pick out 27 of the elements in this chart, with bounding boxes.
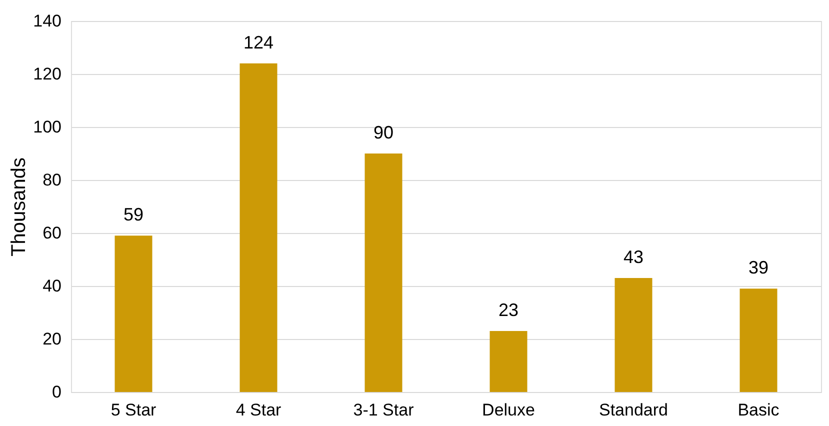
x-tick-label: 3-1 Star	[353, 400, 414, 420]
x-tick-label: Standard	[599, 400, 668, 420]
y-tick-label: 40	[42, 276, 62, 296]
bar	[740, 288, 778, 392]
data-label: 59	[123, 204, 144, 225]
x-tick-label: Deluxe	[482, 400, 535, 420]
y-tick-label: 100	[33, 118, 62, 136]
x-tick-label: 4 Star	[236, 400, 282, 420]
y-tick-label: 20	[42, 330, 62, 348]
y-tick-label: 120	[33, 64, 62, 84]
data-label: 23	[498, 300, 519, 320]
y-tick-label: 0	[52, 382, 62, 402]
bar	[114, 236, 152, 392]
x-tick-label: Basic	[738, 400, 780, 420]
y-axis-title: Thousands	[8, 158, 30, 256]
data-label: 90	[373, 122, 394, 142]
x-tick-label: 5 Star	[110, 400, 157, 420]
y-tick-label: 80	[42, 170, 62, 190]
bar	[614, 278, 652, 392]
data-label: 124	[243, 32, 274, 52]
bar	[240, 63, 278, 392]
data-label: 39	[748, 258, 769, 278]
data-label: 43	[623, 247, 644, 268]
y-tick-label: 140	[33, 12, 62, 30]
bar	[364, 154, 402, 392]
bar	[490, 331, 528, 392]
y-tick-label: 60	[42, 224, 62, 242]
